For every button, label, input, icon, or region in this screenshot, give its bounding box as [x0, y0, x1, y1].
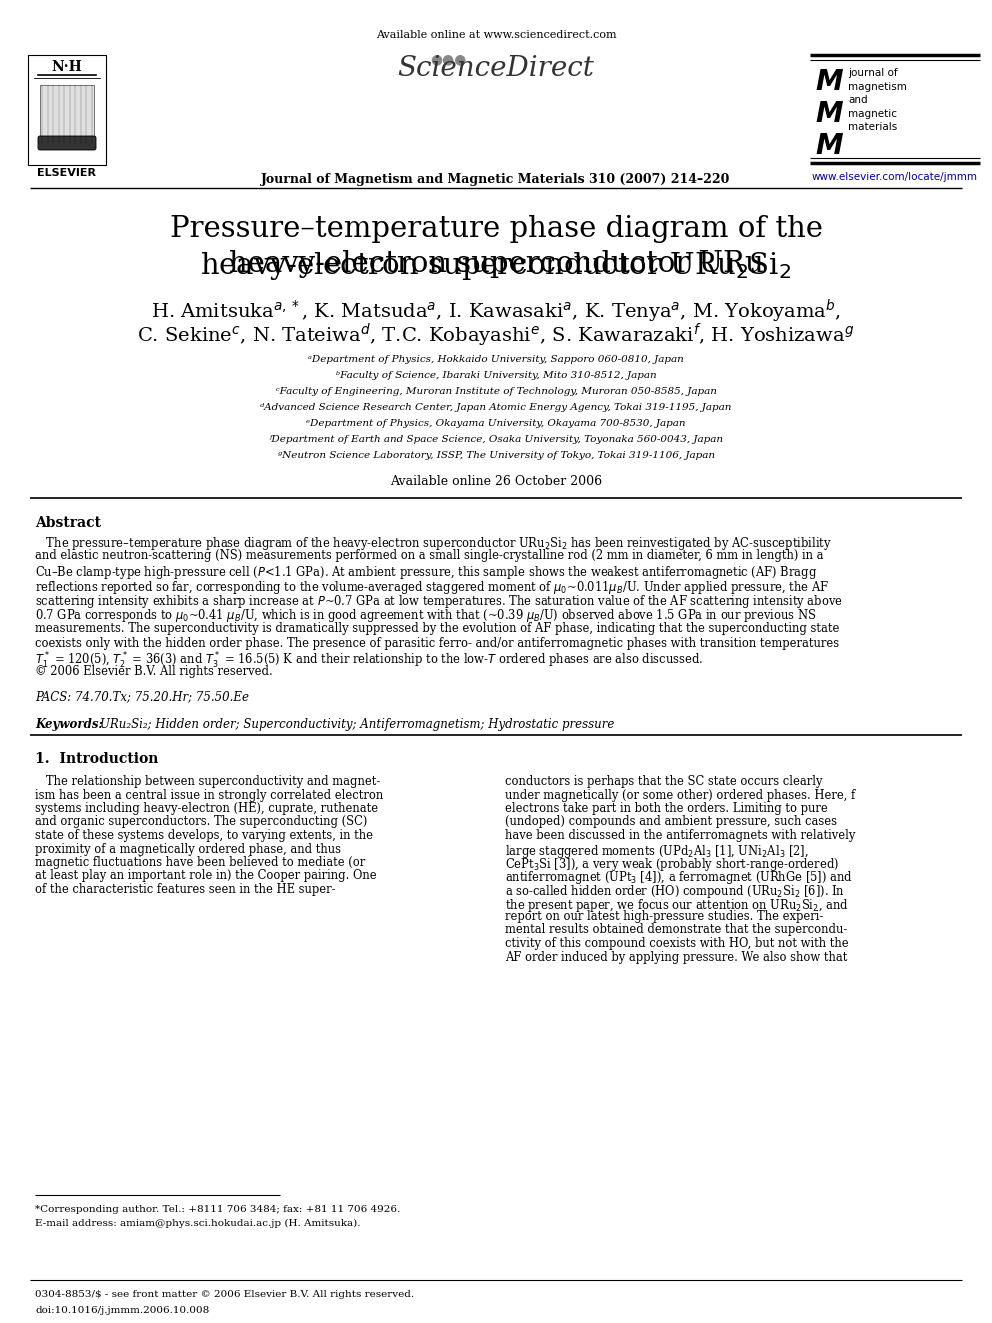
Text: © 2006 Elsevier B.V. All rights reserved.: © 2006 Elsevier B.V. All rights reserved… — [35, 665, 273, 679]
Bar — [28, 56, 106, 165]
Text: ᵃDepartment of Physics, Hokkaido University, Sapporo 060-0810, Japan: ᵃDepartment of Physics, Hokkaido Univers… — [309, 355, 683, 364]
Text: N·H: N·H — [52, 60, 82, 74]
Text: $T_1^*$ = 120(5), $T_2^*$ = 36(3) and $T_3^*$ = 16.5(5) K and their relationship: $T_1^*$ = 120(5), $T_2^*$ = 36(3) and $T… — [35, 651, 703, 671]
Bar — [40, 85, 94, 146]
Text: Cu–Be clamp-type high-pressure cell ($P$<1.1 GPa). At ambient pressure, this sam: Cu–Be clamp-type high-pressure cell ($P$… — [35, 564, 817, 581]
Text: doi:10.1016/j.jmmm.2006.10.008: doi:10.1016/j.jmmm.2006.10.008 — [35, 1306, 209, 1315]
Text: ᵍNeutron Science Laboratory, ISSP, The University of Tokyo, Tokai 319-1106, Japa: ᵍNeutron Science Laboratory, ISSP, The U… — [278, 451, 714, 460]
Text: C. Sekine$^c$, N. Tateiwa$^d$, T.C. Kobayashi$^e$, S. Kawarazaki$^f$, H. Yoshiza: C. Sekine$^c$, N. Tateiwa$^d$, T.C. Koba… — [137, 321, 855, 349]
Text: Available online 26 October 2006: Available online 26 October 2006 — [390, 475, 602, 488]
Text: conductors is perhaps that the SC state occurs clearly: conductors is perhaps that the SC state … — [505, 775, 822, 789]
Text: E-mail address: amiam@phys.sci.hokudai.ac.jp (H. Amitsuka).: E-mail address: amiam@phys.sci.hokudai.a… — [35, 1218, 360, 1228]
Text: proximity of a magnetically ordered phase, and thus: proximity of a magnetically ordered phas… — [35, 843, 341, 856]
Text: ᵇFaculty of Science, Ibaraki University, Mito 310-8512, Japan: ᵇFaculty of Science, Ibaraki University,… — [335, 370, 657, 380]
Text: a so-called hidden order (HO) compound (URu$_2$Si$_2$ [6]). In: a so-called hidden order (HO) compound (… — [505, 882, 845, 900]
Text: Pressure–temperature phase diagram of the: Pressure–temperature phase diagram of th… — [170, 216, 822, 243]
Text: H. Amitsuka$^{a,*}$, K. Matsuda$^a$, I. Kawasaki$^a$, K. Tenya$^a$, M. Yokoyama$: H. Amitsuka$^{a,*}$, K. Matsuda$^a$, I. … — [151, 298, 841, 325]
Text: report on our latest high-pressure studies. The experi-: report on our latest high-pressure studi… — [505, 910, 823, 923]
Text: URu₂Si₂; Hidden order; Superconductivity; Antiferromagnetism; Hydrostatic pressu: URu₂Si₂; Hidden order; Superconductivity… — [100, 718, 614, 732]
Text: at least play an important role in) the Cooper pairing. One: at least play an important role in) the … — [35, 869, 377, 882]
Text: scattering intensity exhibits a sharp increase at $P$~0.7 GPa at low temperature: scattering intensity exhibits a sharp in… — [35, 593, 843, 610]
Text: under magnetically (or some other) ordered phases. Here, f: under magnetically (or some other) order… — [505, 789, 855, 802]
Text: journal of
magnetism
and
magnetic
materials: journal of magnetism and magnetic materi… — [848, 67, 907, 132]
Text: 0304-8853/$ - see front matter © 2006 Elsevier B.V. All rights reserved.: 0304-8853/$ - see front matter © 2006 El… — [35, 1290, 414, 1299]
Text: PACS: 74.70.Tx; 75.20.Hr; 75.50.Ee: PACS: 74.70.Tx; 75.20.Hr; 75.50.Ee — [35, 691, 249, 703]
Text: AF order induced by applying pressure. We also show that: AF order induced by applying pressure. W… — [505, 950, 847, 963]
Text: Abstract: Abstract — [35, 516, 101, 531]
Text: systems including heavy-electron (HE), cuprate, ruthenate: systems including heavy-electron (HE), c… — [35, 802, 378, 815]
Text: ᶜFaculty of Engineering, Muroran Institute of Technology, Muroran 050-8585, Japa: ᶜFaculty of Engineering, Muroran Institu… — [276, 388, 716, 396]
Text: ScienceDirect: ScienceDirect — [398, 56, 594, 82]
Text: 1.  Introduction: 1. Introduction — [35, 751, 159, 766]
Text: ELSEVIER: ELSEVIER — [38, 168, 96, 179]
Text: (undoped) compounds and ambient pressure, such cases: (undoped) compounds and ambient pressure… — [505, 815, 837, 828]
Text: magnetic fluctuations have been believed to mediate (or: magnetic fluctuations have been believed… — [35, 856, 365, 869]
Text: Keywords:: Keywords: — [35, 718, 103, 732]
Text: ᶠDepartment of Earth and Space Science, Osaka University, Toyonaka 560-0043, Jap: ᶠDepartment of Earth and Space Science, … — [269, 435, 723, 445]
Text: and elastic neutron-scattering (NS) measurements performed on a small single-cry: and elastic neutron-scattering (NS) meas… — [35, 549, 823, 562]
Text: CePt$_3$Si [3]), a very weak (probably short-range-ordered): CePt$_3$Si [3]), a very weak (probably s… — [505, 856, 839, 873]
Text: have been discussed in the antiferromagnets with relatively: have been discussed in the antiferromagn… — [505, 830, 855, 841]
Text: large staggered moments (UPd$_2$Al$_3$ [1], UNi$_2$Al$_3$ [2],: large staggered moments (UPd$_2$Al$_3$ [… — [505, 843, 808, 860]
Text: ctivity of this compound coexists with HO, but not with the: ctivity of this compound coexists with H… — [505, 937, 848, 950]
Text: Available online at www.sciencedirect.com: Available online at www.sciencedirect.co… — [376, 30, 616, 40]
Text: M: M — [815, 67, 842, 97]
Text: coexists only with the hidden order phase. The presence of parasitic ferro- and/: coexists only with the hidden order phas… — [35, 636, 839, 650]
Text: and organic superconductors. The superconducting (SC): and organic superconductors. The superco… — [35, 815, 367, 828]
Text: antiferromagnet (UPt$_3$ [4]), a ferromagnet (URhGe [5]) and: antiferromagnet (UPt$_3$ [4]), a ferroma… — [505, 869, 853, 886]
Text: www.elsevier.com/locate/jmmm: www.elsevier.com/locate/jmmm — [812, 172, 978, 183]
Text: ᵈAdvanced Science Research Center, Japan Atomic Energy Agency, Tokai 319-1195, J: ᵈAdvanced Science Research Center, Japan… — [260, 404, 732, 411]
Text: ᵉDepartment of Physics, Okayama University, Okayama 700-8530, Japan: ᵉDepartment of Physics, Okayama Universi… — [307, 419, 685, 429]
Text: 0.7 GPa corresponds to $\mu_0$~0.41 $\mu_B$/U, which is in good agreement with t: 0.7 GPa corresponds to $\mu_0$~0.41 $\mu… — [35, 607, 816, 624]
Text: ism has been a central issue in strongly correlated electron: ism has been a central issue in strongly… — [35, 789, 383, 802]
Text: the present paper, we focus our attention on URu$_2$Si$_2$, and: the present paper, we focus our attentio… — [505, 897, 849, 913]
Text: electrons take part in both the orders. Limiting to pure: electrons take part in both the orders. … — [505, 802, 827, 815]
Text: Journal of Magnetism and Magnetic Materials 310 (2007) 214–220: Journal of Magnetism and Magnetic Materi… — [261, 173, 731, 187]
Text: reflections reported so far, corresponding to the volume-averaged staggered mome: reflections reported so far, correspondi… — [35, 578, 829, 595]
Text: M: M — [815, 132, 842, 160]
Text: of the characteristic features seen in the HE super-: of the characteristic features seen in t… — [35, 882, 335, 896]
Text: state of these systems develops, to varying extents, in the: state of these systems develops, to vary… — [35, 830, 373, 841]
Text: ●●●: ●●● — [430, 52, 466, 66]
Text: The pressure–temperature phase diagram of the heavy-electron superconductor URu$: The pressure–temperature phase diagram o… — [35, 534, 832, 552]
Text: measurements. The superconductivity is dramatically suppressed by the evolution : measurements. The superconductivity is d… — [35, 622, 839, 635]
Text: The relationship between superconductivity and magnet-: The relationship between superconductivi… — [35, 775, 380, 789]
FancyBboxPatch shape — [38, 136, 96, 149]
Text: heavy-electron superconductor URu$_2$Si$_2$: heavy-electron superconductor URu$_2$Si$… — [200, 250, 792, 282]
Text: *Corresponding author. Tel.: +8111 706 3484; fax: +81 11 706 4926.: *Corresponding author. Tel.: +8111 706 3… — [35, 1205, 400, 1215]
Text: heavy-electron superconductor URu: heavy-electron superconductor URu — [228, 250, 764, 278]
Text: mental results obtained demonstrate that the supercondu-: mental results obtained demonstrate that… — [505, 923, 847, 937]
Text: M: M — [815, 101, 842, 128]
